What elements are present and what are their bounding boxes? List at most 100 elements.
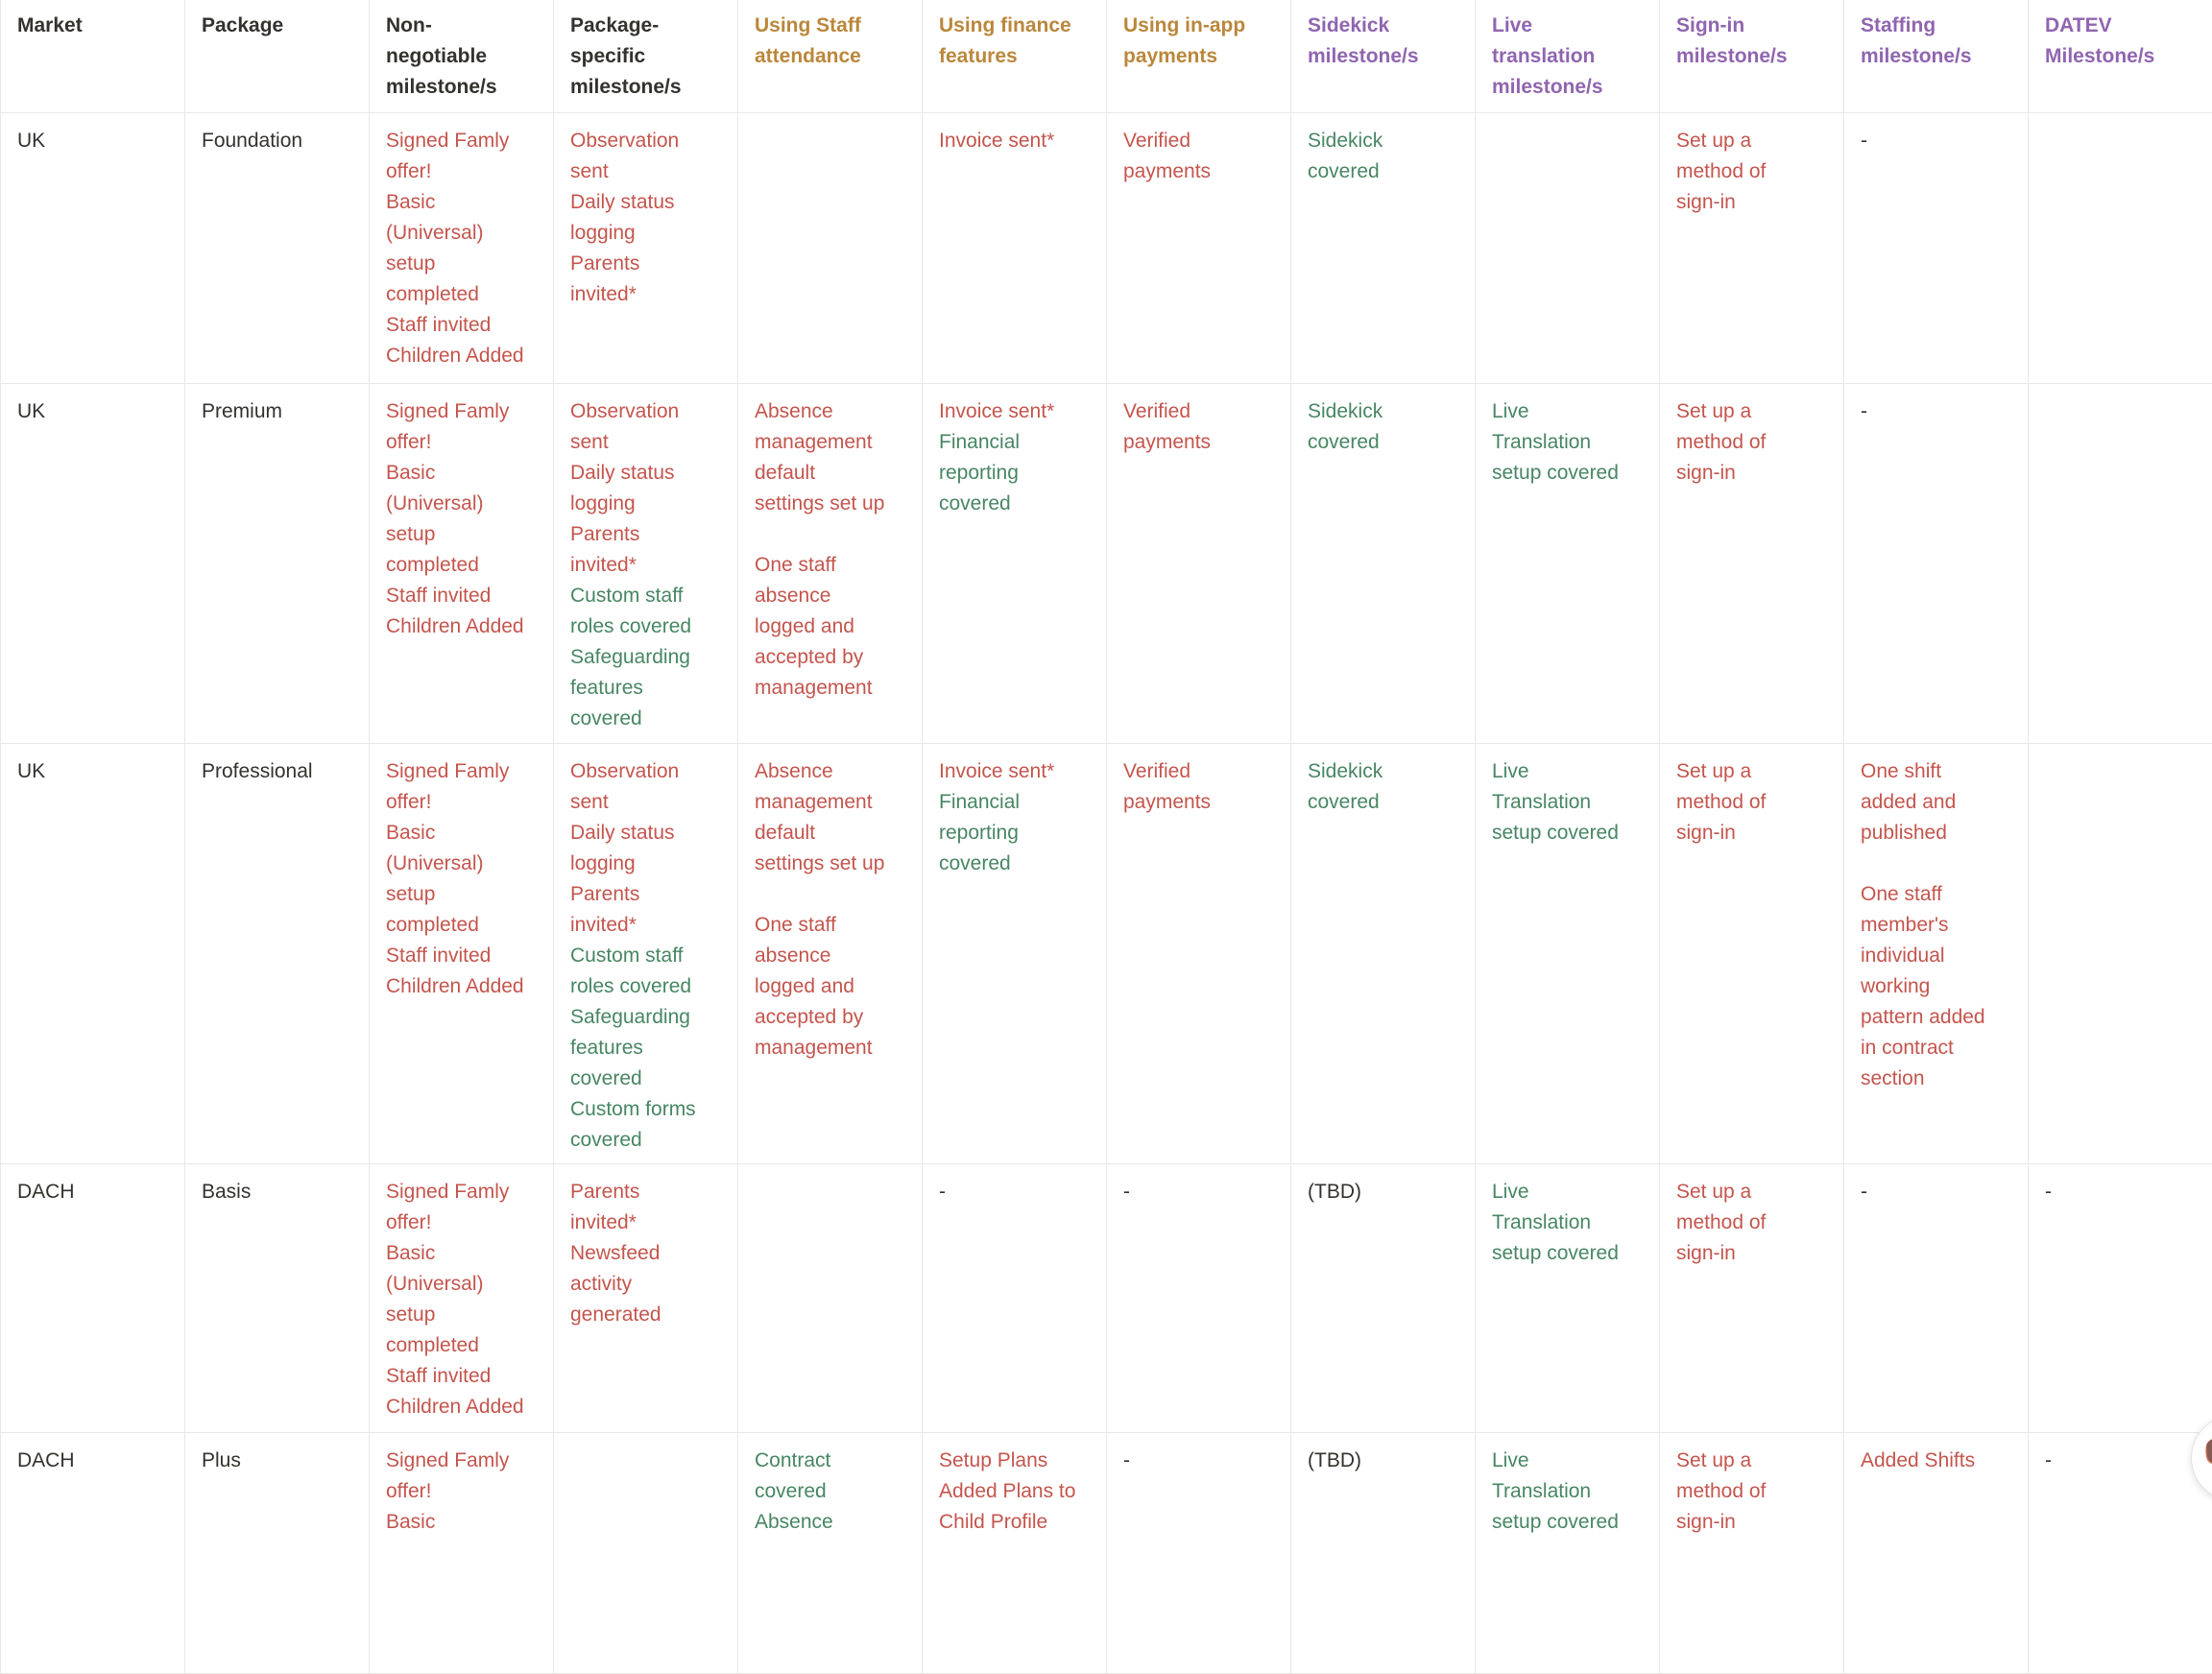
row-5-cell-sidekick[interactable]: (TBD) [1291, 1433, 1476, 1674]
cell-text-line: Foundation [202, 130, 303, 152]
cell-text-line: sign-in [1676, 1242, 1736, 1264]
row-1-cell-package[interactable]: Foundation [185, 113, 370, 384]
row-2-cell-datev[interactable] [2029, 384, 2212, 744]
row-1-cell-live_translation[interactable] [1476, 113, 1660, 384]
cell-text-line: reporting [939, 462, 1019, 484]
column-header-live_translation[interactable]: Live translation milestone/s [1476, 0, 1660, 113]
row-5-cell-market[interactable]: DACH [1, 1433, 185, 1674]
row-1-cell-package_specific[interactable]: Observation sent Daily status logging Parent… [554, 113, 738, 384]
row-3-cell-finance[interactable]: Invoice sent* Financial reporting covered [923, 744, 1107, 1164]
cell-text-line: Setup Plans [939, 1449, 1048, 1471]
row-1-cell-sidekick[interactable]: Sidekick covered [1291, 113, 1476, 384]
row-5-cell-staff_attendance[interactable]: Contract covered Absence [738, 1433, 923, 1674]
row-5-cell-datev[interactable]: - [2029, 1433, 2212, 1674]
row-1-cell-sign_in[interactable]: Set up a method of sign-in [1660, 113, 1844, 384]
cell-text-line: Daily status [570, 462, 675, 484]
column-header-package[interactable]: Package [185, 0, 370, 113]
row-2-cell-staff_attendance[interactable]: Absence management default settings set up O… [738, 384, 923, 744]
cell-text-line: Translation [1492, 791, 1592, 813]
column-header-finance[interactable]: Using finance features [923, 0, 1107, 113]
row-5-cell-finance[interactable]: Setup Plans Added Plans to Child Profile [923, 1433, 1107, 1674]
cell-text-line: invited* [570, 914, 637, 936]
column-header-staff_attendance[interactable]: Using Staff attendance [738, 0, 923, 113]
row-5-cell-package[interactable]: Plus [185, 1433, 370, 1674]
row-2-cell-sign_in[interactable]: Set up a method of sign-in [1660, 384, 1844, 744]
row-2-cell-package[interactable]: Premium [185, 384, 370, 744]
row-1-cell-non_negotiable[interactable]: Signed Famly offer! Basic (Universal) setup c… [370, 113, 554, 384]
cell-text-line: offer! [386, 1480, 432, 1502]
row-4-cell-in_app[interactable]: - [1107, 1164, 1291, 1433]
row-4-cell-staff_attendance[interactable] [738, 1164, 923, 1433]
row-1-cell-finance[interactable]: Invoice sent* [923, 113, 1107, 384]
cell-text-line: Basic [386, 191, 436, 213]
cell-text-line: Contract [755, 1449, 831, 1471]
row-1-cell-staffing[interactable]: - [1844, 113, 2029, 384]
cell-text-line: Signed Famly [386, 130, 510, 152]
cell-text-line: - [1861, 1181, 1867, 1203]
row-3-cell-live_translation[interactable]: Live Translation setup covered [1476, 744, 1660, 1164]
cell-text-line: offer! [386, 160, 432, 182]
cell-text-line: management [755, 1037, 873, 1059]
row-5-cell-live_translation[interactable]: Live Translation setup covered [1476, 1433, 1660, 1674]
row-4-cell-sidekick[interactable]: (TBD) [1291, 1164, 1476, 1433]
row-5-cell-staffing[interactable]: Added Shifts [1844, 1433, 2029, 1674]
row-1-cell-in_app[interactable]: Verified payments [1107, 113, 1291, 384]
cell-text-line: Absence [755, 760, 833, 782]
row-3-cell-staffing[interactable]: One shift added and published One staff memb… [1844, 744, 2029, 1164]
column-header-sign_in[interactable]: Sign-in milestone/s [1660, 0, 1844, 113]
row-4-cell-live_translation[interactable]: Live Translation setup covered [1476, 1164, 1660, 1433]
row-5-cell-in_app[interactable]: - [1107, 1433, 1291, 1674]
cell-text-line: Sidekick [1308, 14, 1390, 36]
row-2-cell-market[interactable]: UK [1, 384, 185, 744]
row-2-cell-sidekick[interactable]: Sidekick covered [1291, 384, 1476, 744]
row-3-cell-non_negotiable[interactable]: Signed Famly offer! Basic (Universal) setup c… [370, 744, 554, 1164]
row-3-cell-in_app[interactable]: Verified payments [1107, 744, 1291, 1164]
row-1-cell-market[interactable]: UK [1, 113, 185, 384]
row-2-cell-in_app[interactable]: Verified payments [1107, 384, 1291, 744]
row-4-cell-non_negotiable[interactable]: Signed Famly offer! Basic (Universal) setup c… [370, 1164, 554, 1433]
cell-text-line: specific [570, 45, 646, 67]
cell-text-line: - [2045, 1181, 2052, 1203]
column-header-datev[interactable]: DATEV Milestone/s [2029, 0, 2212, 113]
row-3-cell-sign_in[interactable]: Set up a method of sign-in [1660, 744, 1844, 1164]
row-3-cell-package_specific[interactable]: Observation sent Daily status logging Parent… [554, 744, 738, 1164]
row-2-cell-finance[interactable]: Invoice sent* Financial reporting covered [923, 384, 1107, 744]
row-2-cell-live_translation[interactable]: Live Translation setup covered [1476, 384, 1660, 744]
column-header-staffing[interactable]: Staffing milestone/s [1844, 0, 2029, 113]
row-2-cell-non_negotiable[interactable]: Signed Famly offer! Basic (Universal) setup c… [370, 384, 554, 744]
row-1-cell-staff_attendance[interactable] [738, 113, 923, 384]
row-2-cell-staffing[interactable]: - [1844, 384, 2029, 744]
cell-text-line: milestone/s [1308, 45, 1419, 67]
row-4-cell-datev[interactable]: - [2029, 1164, 2212, 1433]
cell-text-line: Custom forms [570, 1098, 696, 1120]
column-header-package_specific[interactable]: Package-specific milestone/s [554, 0, 738, 113]
row-4-cell-staffing[interactable]: - [1844, 1164, 2029, 1433]
row-5-cell-package_specific[interactable] [554, 1433, 738, 1674]
column-header-sidekick[interactable]: Sidekick milestone/s [1291, 0, 1476, 113]
row-3-cell-sidekick[interactable]: Sidekick covered [1291, 744, 1476, 1164]
row-4-cell-sign_in[interactable]: Set up a method of sign-in [1660, 1164, 1844, 1433]
cell-text-line: Set up a [1676, 1449, 1752, 1471]
cell-text-line: Parents [570, 1181, 640, 1203]
row-5-cell-sign_in[interactable]: Set up a method of sign-in [1660, 1433, 1844, 1674]
blank-line [755, 879, 899, 910]
row-4-cell-package_specific[interactable]: Parents invited* Newsfeed activity generated [554, 1164, 738, 1433]
row-5-cell-non_negotiable[interactable]: Signed Famly offer! Basic [370, 1433, 554, 1674]
row-3-cell-datev[interactable] [2029, 744, 2212, 1164]
row-3-cell-package[interactable]: Professional [185, 744, 370, 1164]
column-header-non_negotiable[interactable]: Non-negotiable milestone/s [370, 0, 554, 113]
row-2-cell-package_specific[interactable]: Observation sent Daily status logging Parent… [554, 384, 738, 744]
column-header-market[interactable]: Market [1, 0, 185, 113]
row-4-cell-market[interactable]: DACH [1, 1164, 185, 1433]
cell-text-line: generated [570, 1303, 661, 1326]
cell-text-line: accepted by [755, 646, 864, 668]
row-4-cell-finance[interactable]: - [923, 1164, 1107, 1433]
cell-text-line: Financial [939, 791, 1021, 813]
cell-text-line: Added Plans to [939, 1480, 1076, 1502]
cell-text-line: settings set up [755, 852, 885, 874]
column-header-in_app[interactable]: Using in-app payments [1107, 0, 1291, 113]
row-3-cell-market[interactable]: UK [1, 744, 185, 1164]
row-1-cell-datev[interactable] [2029, 113, 2212, 384]
row-3-cell-staff_attendance[interactable]: Absence management default settings set up O… [738, 744, 923, 1164]
row-4-cell-package[interactable]: Basis [185, 1164, 370, 1433]
